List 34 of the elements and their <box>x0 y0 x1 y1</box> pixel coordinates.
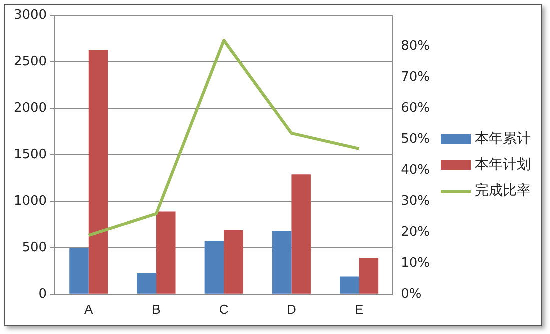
y2-tick-label: 40% <box>401 162 430 178</box>
y-tick-label: 1500 <box>14 147 48 162</box>
y-tick-label: 3000 <box>14 8 48 24</box>
x-tick-label: C <box>219 302 229 317</box>
bar <box>292 174 311 294</box>
bar <box>156 212 176 294</box>
bar <box>137 273 156 294</box>
y-tick-label: 1000 <box>14 194 48 209</box>
y-tick-label: 2000 <box>14 101 48 116</box>
y-tick-label: 2500 <box>14 54 48 70</box>
bar <box>204 241 224 294</box>
y2-tick-label: 70% <box>401 70 430 86</box>
legend-label: 本年累计 <box>475 130 531 148</box>
x-tick-label: D <box>287 302 296 317</box>
y2-tick-label: 10% <box>401 256 430 271</box>
bar <box>88 50 108 294</box>
y-tick-label: 0 <box>38 286 48 302</box>
legend-label: 本年计划 <box>475 156 531 174</box>
y-tick-label: 500 <box>22 240 48 256</box>
y2-tick-label: 0% <box>401 286 422 302</box>
y2-tick-label: 80% <box>401 39 430 54</box>
y2-tick-label: 50% <box>401 132 430 147</box>
bar <box>340 276 360 294</box>
bar <box>359 258 379 294</box>
x-tick-label: B <box>152 302 161 317</box>
y2-tick-label: 30% <box>401 194 430 209</box>
bar <box>224 230 244 294</box>
bar <box>272 231 292 294</box>
y2-tick-label: 20% <box>401 224 430 240</box>
x-tick-label: A <box>84 302 94 317</box>
legend-label: 完成比率 <box>475 182 531 200</box>
bar <box>70 248 89 294</box>
x-tick-label: E <box>354 302 364 317</box>
y2-tick-label: 60% <box>401 101 430 116</box>
